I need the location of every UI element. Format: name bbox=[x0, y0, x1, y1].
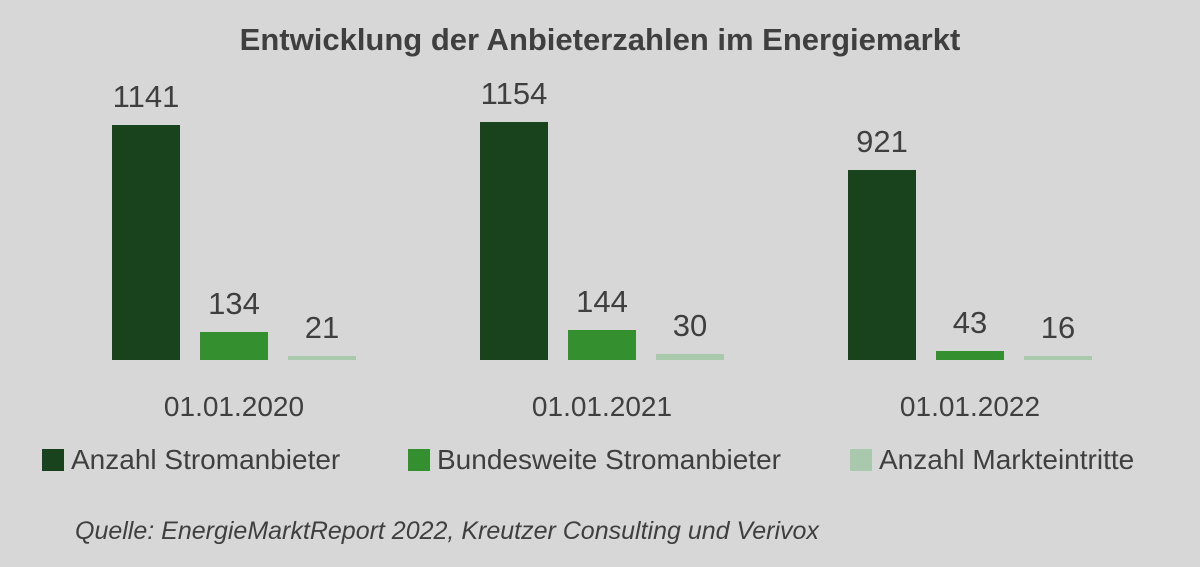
x-axis-label: 01.01.2022 bbox=[899, 391, 1041, 422]
value-label: 30 bbox=[672, 308, 708, 343]
value-label: 144 bbox=[576, 284, 628, 319]
x-axis-label: 01.01.2021 bbox=[531, 391, 673, 422]
legend-label: Anzahl Markteintritte bbox=[879, 444, 1135, 475]
legend-swatch-icon bbox=[408, 449, 430, 471]
bar-anzahl-stromanbieter bbox=[480, 122, 548, 360]
bar-bundesweite-stromanbieter bbox=[568, 330, 636, 360]
bar-bundesweite-stromanbieter bbox=[200, 332, 268, 360]
bar-bundesweite-stromanbieter bbox=[936, 351, 1004, 360]
bar-anzahl-markteintritte bbox=[656, 354, 724, 360]
x-axis-label: 01.01.2020 bbox=[163, 391, 305, 422]
value-label: 16 bbox=[1040, 310, 1076, 345]
legend-item-bundesweite-stromanbieter: Bundesweite Stromanbieter bbox=[408, 444, 781, 476]
legend-item-anzahl-stromanbieter: Anzahl Stromanbieter bbox=[42, 444, 340, 476]
legend-swatch-icon bbox=[42, 449, 64, 471]
chart-title: Entwicklung der Anbieterzahlen im Energi… bbox=[239, 22, 961, 57]
value-label: 921 bbox=[856, 124, 908, 159]
legend-label: Anzahl Stromanbieter bbox=[71, 444, 341, 475]
legend-swatch-icon bbox=[850, 449, 872, 471]
value-label: 21 bbox=[304, 310, 340, 345]
bar-anzahl-markteintritte bbox=[288, 356, 356, 360]
bar-anzahl-stromanbieter bbox=[112, 125, 180, 360]
value-label: 1141 bbox=[112, 79, 180, 114]
legend-label: Bundesweite Stromanbieter bbox=[437, 444, 781, 475]
bar-anzahl-markteintritte bbox=[1024, 356, 1092, 360]
value-label: 1154 bbox=[480, 76, 548, 111]
source-note: Quelle: EnergieMarktReport 2022, Kreutze… bbox=[75, 517, 819, 545]
value-label: 43 bbox=[952, 305, 988, 340]
legend-item-anzahl-markteintritte: Anzahl Markteintritte bbox=[850, 444, 1134, 476]
bar-anzahl-stromanbieter bbox=[848, 170, 916, 360]
value-label: 134 bbox=[208, 286, 260, 321]
